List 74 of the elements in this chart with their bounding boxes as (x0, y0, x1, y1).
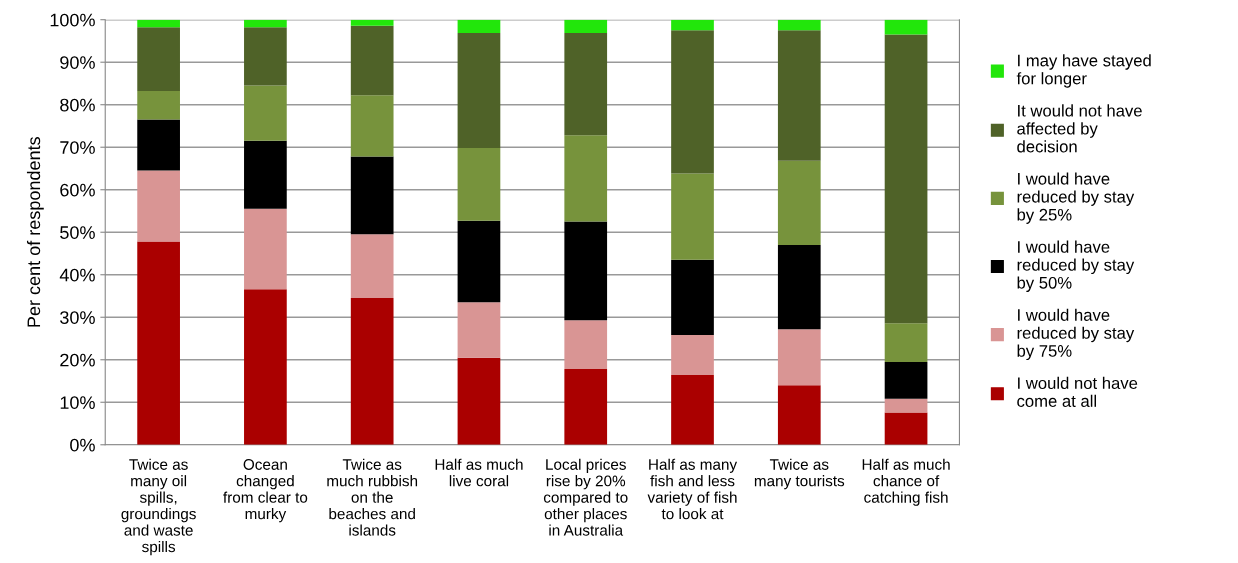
bar (137, 27, 180, 92)
bar (884, 19, 928, 35)
y-axis-title: Per cent of respondents (26, 137, 44, 327)
y-tick-label: 40% (59, 268, 95, 282)
x-tick-label: Half as much chance of catching fish (862, 458, 950, 506)
bar (564, 369, 608, 445)
bar (457, 302, 501, 358)
bar (777, 329, 821, 386)
bar (671, 173, 714, 260)
y-tick-label: 10% (60, 396, 95, 409)
bar (137, 241, 180, 445)
legend-label: I would not have come at all (1017, 376, 1138, 407)
y-tick-label: 70% (60, 141, 95, 154)
legend-label: I would have reduced by stay by 75% (1017, 308, 1135, 361)
y-tick-label: 80% (60, 98, 95, 112)
y-tick-label: 0% (70, 438, 95, 452)
bar (777, 30, 821, 161)
bar (777, 244, 821, 330)
bar (564, 221, 608, 321)
bar (350, 25, 394, 96)
bar (350, 156, 394, 235)
bar (671, 259, 714, 336)
x-tick-label: Half as much live coral (435, 458, 523, 487)
x-tick-label: Ocean changed from clear to murky (223, 459, 308, 523)
bar (884, 323, 928, 362)
bar (244, 19, 287, 28)
bar (457, 19, 501, 33)
bar (350, 95, 394, 157)
y-tick-label: 20% (60, 353, 95, 367)
x-tick-label: Twice as many oil spills, groundings and waste spills (121, 458, 196, 556)
bar (671, 335, 714, 376)
bar (457, 220, 501, 303)
bar (671, 19, 714, 31)
bar (350, 298, 394, 445)
y-tick-label: 90% (60, 56, 95, 69)
x-tick-label: Twice as many tourists (754, 458, 845, 490)
y-tick-label: 30% (60, 311, 95, 324)
bar (137, 119, 180, 171)
bar (777, 160, 821, 245)
bar (137, 19, 180, 28)
bar (884, 412, 928, 445)
bar (884, 34, 928, 324)
legend-label: It would not have affected by decision (1017, 104, 1142, 153)
y-tick-label: 60% (60, 183, 95, 197)
bar (884, 398, 928, 413)
bar (244, 140, 287, 209)
x-tick-label: Twice as much rubbish on the beaches and islands (327, 458, 418, 536)
bar (564, 320, 608, 370)
bar (777, 19, 821, 31)
x-tick-label: Local prices rise by 20% compared to other places in Australia (543, 458, 628, 536)
legend-label: I may have stayed for longer (1016, 54, 1151, 88)
bar (884, 361, 928, 399)
bar (244, 27, 287, 86)
bar (350, 19, 394, 26)
bar (244, 208, 287, 290)
bar (564, 135, 608, 222)
bar (350, 234, 394, 299)
legend-label: I would have reduced by stay by 25% (1017, 172, 1135, 224)
y-tick-label: 50% (60, 226, 95, 239)
bar (777, 385, 821, 445)
bar (671, 375, 714, 445)
bar (137, 170, 180, 242)
bar (244, 85, 287, 141)
bar (564, 19, 608, 33)
legend-label: I would have reduced by stay by 50% (1017, 240, 1135, 293)
y-tick-label: 100% (50, 13, 95, 27)
bar (244, 289, 287, 445)
bar (457, 32, 501, 149)
bar (457, 357, 501, 445)
bar (564, 32, 608, 136)
x-tick-label: Half as many fish and less variety of fish to look at (647, 458, 738, 520)
bar (137, 91, 180, 120)
bar (671, 30, 714, 174)
bar (457, 148, 501, 221)
